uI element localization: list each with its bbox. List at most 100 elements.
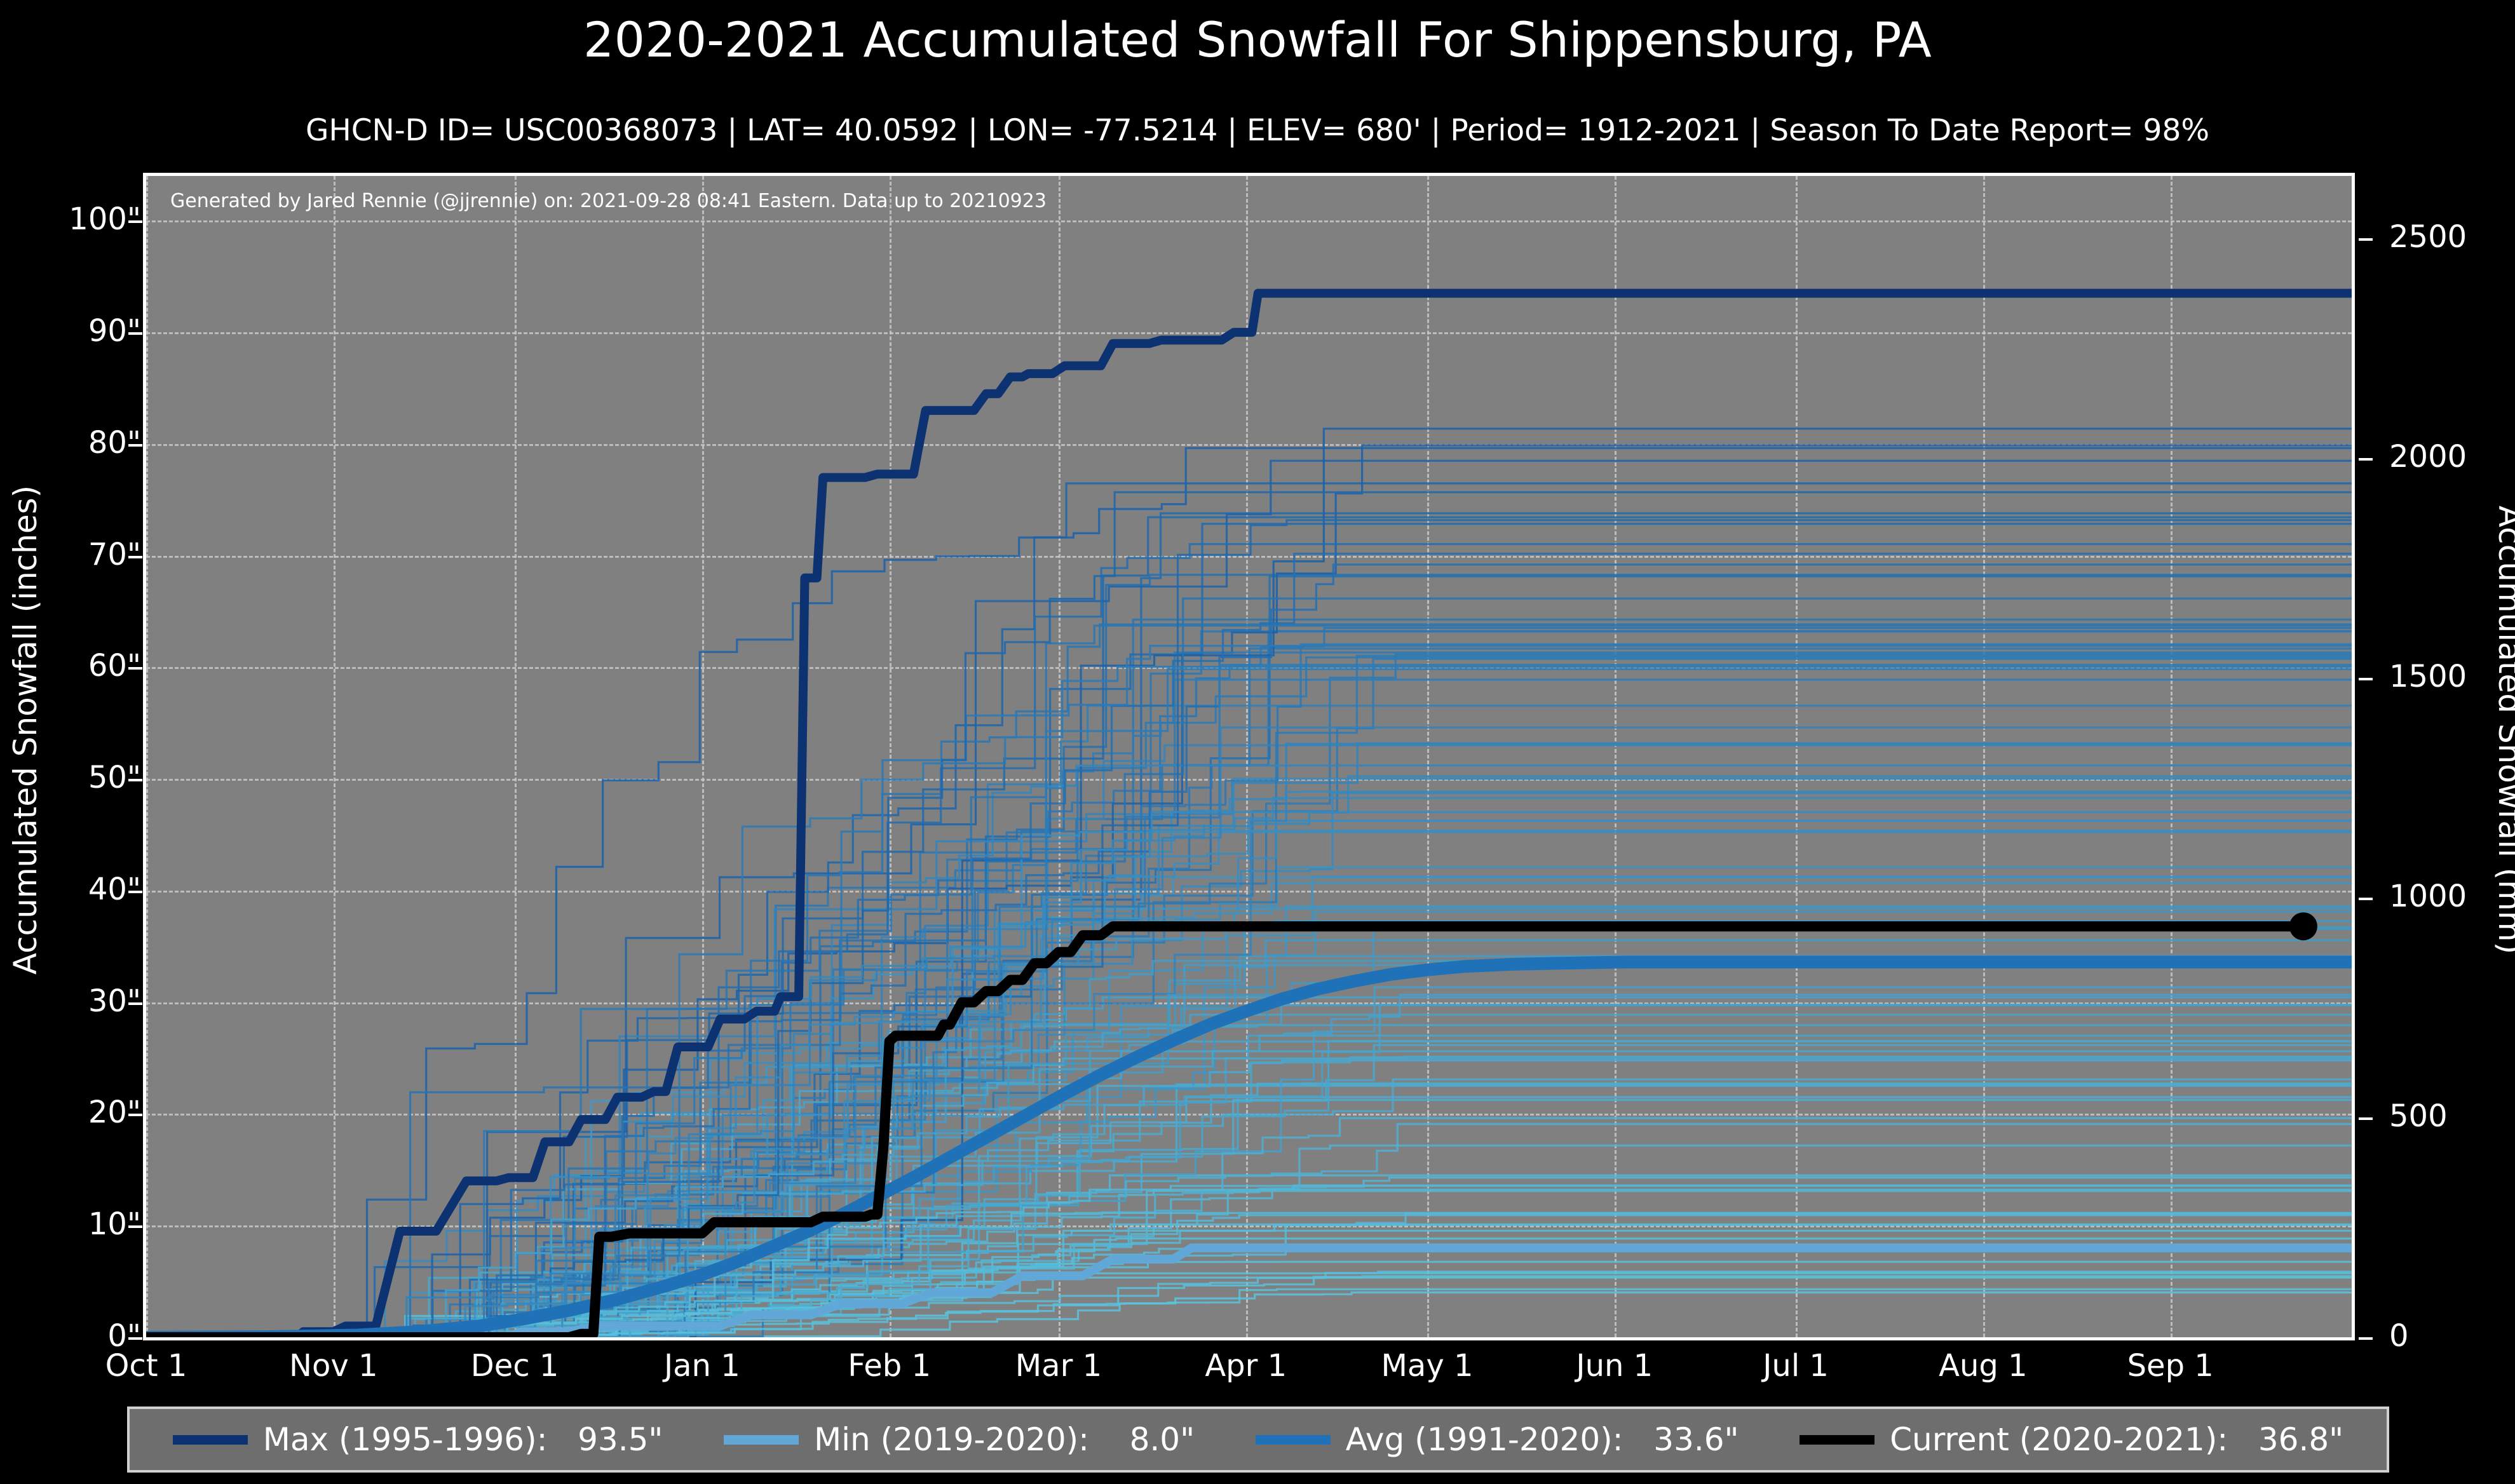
season-trace (146, 623, 2352, 1337)
y-tick-left-70: 70" (88, 536, 141, 572)
x-tick-apr-1: Apr 1 (1205, 1348, 1287, 1384)
x-tick-aug-1: Aug 1 (1939, 1348, 2028, 1384)
season-trace (146, 543, 2352, 1337)
chart-subtitle: GHCN-D ID= USC00368073 | LAT= 40.0592 | … (305, 113, 2210, 148)
season-trace (146, 482, 2352, 1337)
plot-area: Generated by Jared Rennie (@jjrennie) on… (143, 173, 2355, 1340)
legend-item-min[interactable]: Min (2019-2020): 8.0" (723, 1421, 1195, 1458)
y-tick-mark-left (128, 890, 142, 893)
y-tick-mark-left (128, 779, 142, 782)
series-line-min (146, 1243, 2352, 1337)
legend-label-min: Min (2019-2020): 8.0" (813, 1421, 1195, 1458)
y-tick-mark-left (128, 443, 142, 447)
season-trace (146, 574, 2352, 1337)
season-trace (146, 831, 2352, 1337)
y-tick-right-2500: 2500 (2389, 219, 2467, 255)
season-trace (146, 797, 2352, 1337)
page-title: 2020-2021 Accumulated Snowfall For Shipp… (583, 11, 1932, 68)
legend-item-max[interactable]: Max (1995-1996): 93.5" (172, 1421, 663, 1458)
legend-label-avg: Avg (1991-2020): 33.6" (1345, 1421, 1739, 1458)
y-tick-mark-left (128, 1225, 142, 1229)
y-tick-mark-right (2359, 238, 2373, 241)
season-trace (146, 668, 2352, 1337)
y-tick-mark-right (2359, 1117, 2373, 1120)
x-tick-dec-1: Dec 1 (470, 1348, 559, 1384)
y-tick-left-80: 80" (88, 424, 141, 461)
season-trace (146, 928, 2352, 1337)
legend-swatch-max (172, 1434, 248, 1445)
y-tick-mark-left (128, 332, 142, 335)
y-tick-left-30: 30" (88, 983, 141, 1019)
y-tick-mark-right (2359, 457, 2373, 461)
x-tick-feb-1: Feb 1 (848, 1348, 932, 1384)
legend-item-current[interactable]: Current (2020-2021): 36.8" (1800, 1421, 2343, 1458)
y-tick-left-50: 50" (88, 760, 141, 796)
y-tick-mark-left (128, 1114, 142, 1117)
y-tick-left-40: 40" (88, 871, 141, 907)
x-tick-jan-1: Jan 1 (663, 1348, 740, 1384)
season-trace (146, 1117, 2352, 1337)
season-trace (146, 875, 2352, 1337)
y-tick-mark-left (128, 1002, 142, 1005)
current-endpoint-marker (2289, 912, 2317, 941)
season-trace (146, 920, 2352, 1337)
y-tick-left-20: 20" (88, 1095, 141, 1131)
x-tick-jun-1: Jun 1 (1576, 1348, 1653, 1384)
season-trace (146, 444, 2352, 1337)
y-tick-left-100: 100" (69, 201, 141, 238)
x-tick-may-1: May 1 (1381, 1348, 1474, 1384)
season-trace (146, 459, 2352, 1337)
y-tick-right-2000: 2000 (2389, 438, 2467, 475)
legend-label-current: Current (2020-2021): 36.8" (1890, 1421, 2344, 1458)
x-tick-mar-1: Mar 1 (1015, 1348, 1102, 1384)
y-tick-right-0: 0 (2389, 1318, 2409, 1354)
season-trace (146, 960, 2352, 1337)
plot-inner: Generated by Jared Rennie (@jjrennie) on… (146, 176, 2352, 1337)
y-tick-right-1500: 1500 (2389, 658, 2467, 694)
y-tick-right-1000: 1000 (2389, 878, 2467, 914)
season-trace (146, 986, 2352, 1337)
background-season-traces (146, 428, 2352, 1337)
season-trace (146, 764, 2352, 1337)
legend-label-max: Max (1995-1996): 93.5" (262, 1421, 663, 1458)
season-trace (146, 1050, 2352, 1337)
legend: Max (1995-1996): 93.5" Min (2019-2020): 8… (127, 1406, 2389, 1473)
y-tick-mark-right (2359, 1337, 2373, 1340)
x-tick-oct-1: Oct 1 (105, 1348, 187, 1384)
season-trace (146, 447, 2352, 1337)
generated-by-note: Generated by Jared Rennie (@jjrennie) on… (170, 190, 1047, 212)
series-line-avg (146, 955, 2352, 1337)
legend-swatch-current (1800, 1434, 1875, 1445)
season-trace (146, 1185, 2352, 1337)
season-trace (146, 666, 2352, 1337)
season-trace (146, 1083, 2352, 1337)
y-tick-mark-left (128, 667, 142, 670)
season-trace (146, 866, 2352, 1337)
season-trace (146, 876, 2352, 1337)
season-trace (146, 742, 2352, 1337)
y-tick-right-500: 500 (2389, 1098, 2448, 1134)
season-trace (146, 647, 2352, 1337)
y-tick-left-60: 60" (88, 648, 141, 684)
gridline-horizontal-0 (146, 1337, 2352, 1339)
y-tick-left-10: 10" (88, 1206, 141, 1243)
x-tick-sep-1: Sep 1 (2127, 1348, 2214, 1384)
legend-swatch-min (723, 1434, 799, 1445)
legend-item-avg[interactable]: Avg (1991-2020): 33.6" (1255, 1421, 1739, 1458)
y-tick-left-0: 0" (107, 1318, 141, 1354)
y-tick-mark-left (128, 555, 142, 558)
y-tick-mark-left (128, 1337, 142, 1340)
legend-swatch-avg (1255, 1434, 1331, 1445)
season-trace (146, 811, 2352, 1337)
x-tick-jul-1: Jul 1 (1763, 1348, 1829, 1384)
y-tick-mark-left (128, 220, 142, 224)
y-tick-left-90: 90" (88, 313, 141, 349)
season-trace (146, 1291, 2352, 1337)
series-line-max (146, 288, 2352, 1337)
y-tick-mark-right (2359, 897, 2373, 900)
season-trace (146, 519, 2352, 1337)
series-layer (146, 288, 2352, 1337)
season-trace (146, 726, 2352, 1337)
season-trace (146, 882, 2352, 1337)
